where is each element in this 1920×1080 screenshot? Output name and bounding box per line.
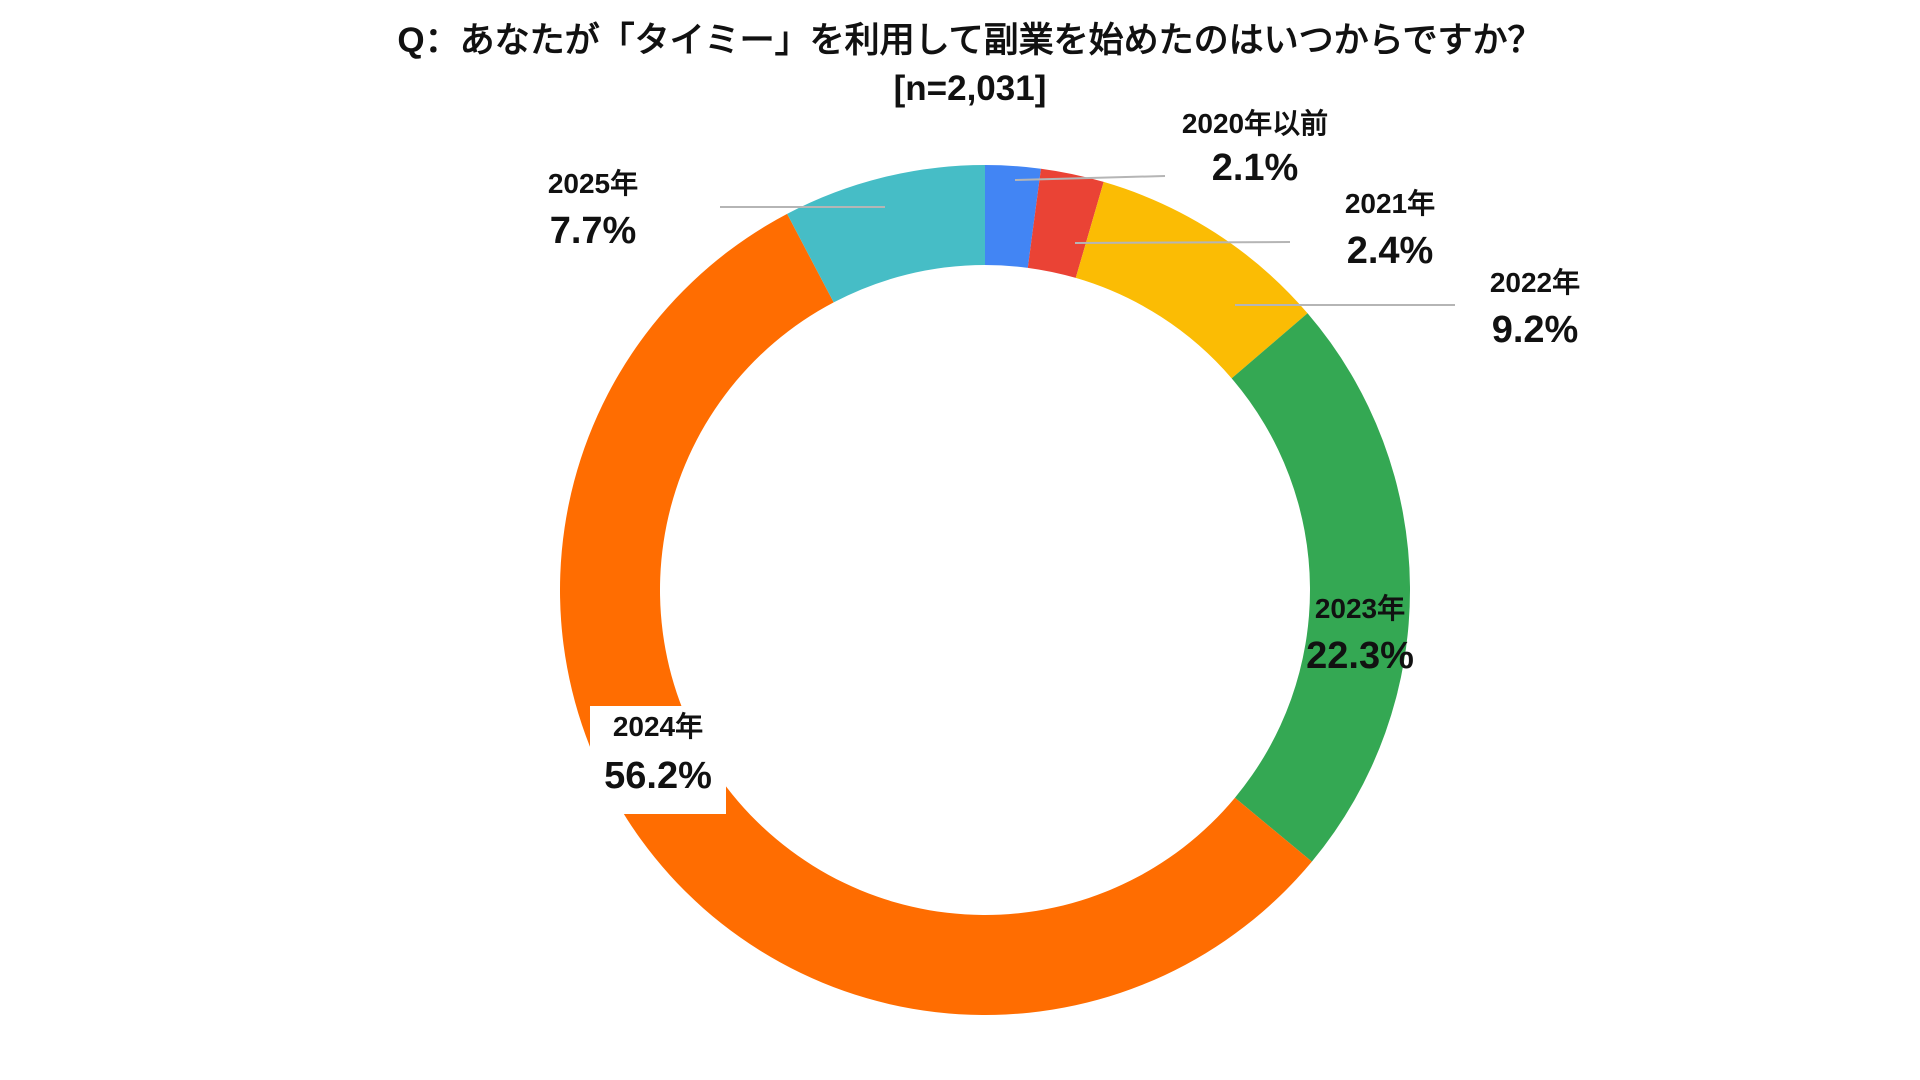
label-background-2024 xyxy=(590,706,726,814)
slice-value-2024: 56.2% xyxy=(604,755,712,797)
donut-slice-2023 xyxy=(1231,313,1410,862)
donut-slice-2024 xyxy=(559,213,1312,1015)
slice-value-2021: 2.4% xyxy=(1347,230,1434,272)
slice-value-2023: 22.3% xyxy=(1306,635,1414,677)
leader-line-2021 xyxy=(1074,241,1291,244)
slice-label-2024: 2024年 xyxy=(613,710,703,742)
chart-subtitle: [n=2,031] xyxy=(894,69,1047,108)
leader-lines xyxy=(720,175,1455,306)
slice-label-2023: 2023年 xyxy=(1315,592,1405,624)
slice-label-2020: 2020年以前 xyxy=(1182,107,1328,139)
donut-slice-2020 xyxy=(985,165,1041,268)
chart-title: Q：あなたが「タイミー」を利用して副業を始めたのはいつからですか？ xyxy=(397,21,1542,60)
donut-slice-2021 xyxy=(1027,168,1104,278)
slice-label-2025: 2025年 xyxy=(548,167,638,199)
donut-slice-2022 xyxy=(1075,181,1308,379)
slice-value-2020: 2.1% xyxy=(1212,147,1299,189)
donut-slices xyxy=(559,165,1410,1015)
slice-label-2021: 2021年 xyxy=(1345,187,1435,219)
slice-value-2025: 7.7% xyxy=(550,210,637,252)
slice-labels: 2020年以前 2.1% 2021年 2.4% 2022年 9.2% 2023年 22.3% 2… xyxy=(548,107,1580,814)
slice-label-2022: 2022年 xyxy=(1490,266,1580,298)
donut-slice-2025 xyxy=(787,165,985,303)
leader-line-2020 xyxy=(1014,175,1166,181)
slice-value-2022: 9.2% xyxy=(1492,309,1579,351)
